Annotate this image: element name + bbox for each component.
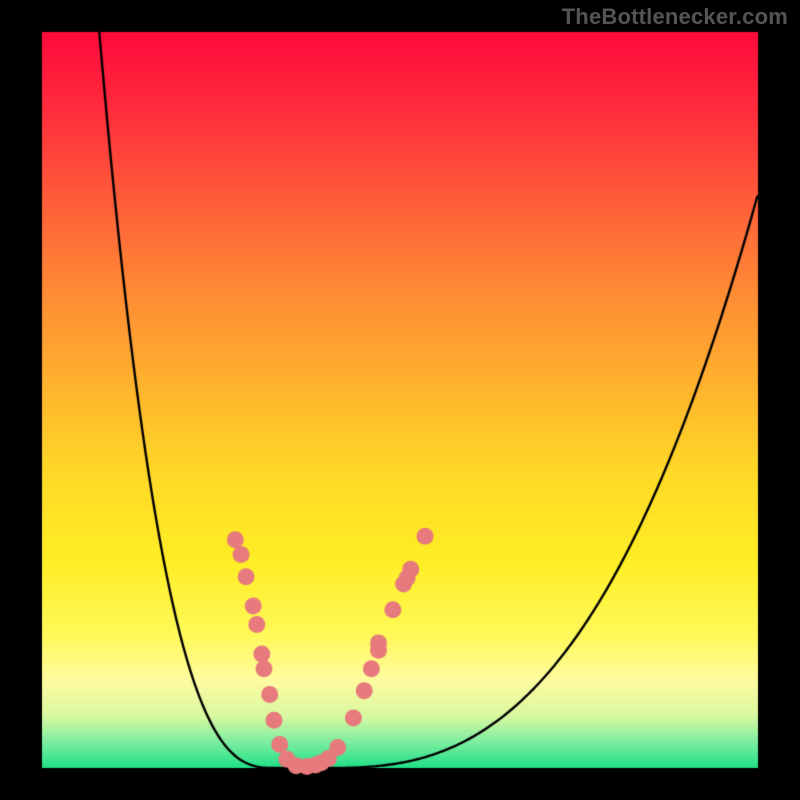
bottleneck-chart-canvas bbox=[0, 0, 800, 800]
watermark-text: TheBottlenecker.com bbox=[562, 4, 788, 30]
